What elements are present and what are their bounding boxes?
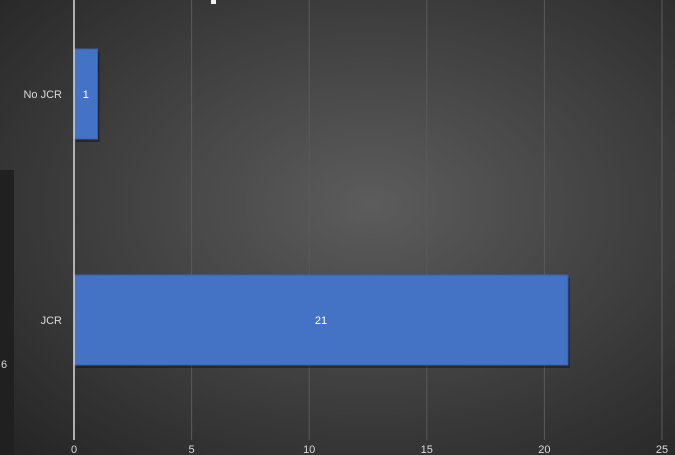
gridlines [191,0,663,440]
data-label-jcr: 21 [315,315,327,327]
category-label-no-jcr: No JCR [23,89,62,101]
x-tick-label-25: 25 [656,444,668,455]
left-edge-fragment-text: 6 [1,359,7,371]
x-tick-label-20: 20 [538,444,550,455]
x-tick-label-15: 15 [421,444,433,455]
x-tick-label-0: 0 [71,444,77,455]
bars [73,48,570,368]
bar-jcr [73,274,569,366]
title-fragment [211,0,216,4]
labels: 0 5 10 15 20 25 No JCR 1 JCR 21 [23,89,668,455]
x-tick-label-5: 5 [189,444,195,455]
category-label-jcr: JCR [41,315,62,327]
data-label-no-jcr: 1 [83,89,89,101]
left-edge-panel [0,170,14,455]
x-tick-label-10: 10 [303,444,315,455]
